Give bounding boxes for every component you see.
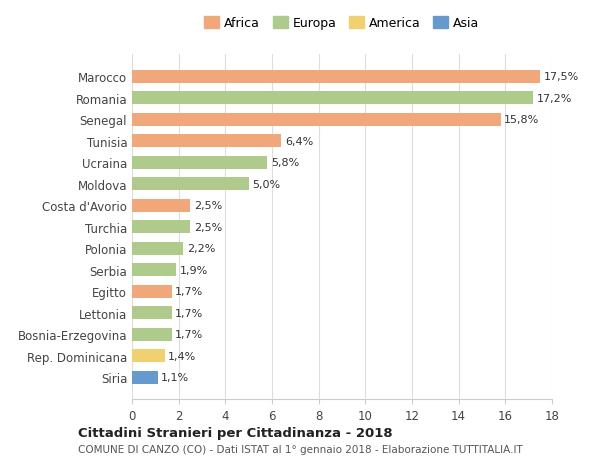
Legend: Africa, Europa, America, Asia: Africa, Europa, America, Asia [205, 17, 479, 30]
Bar [132, 328, 172, 341]
Text: 5,8%: 5,8% [271, 158, 299, 168]
Text: 6,4%: 6,4% [285, 136, 313, 146]
Text: 2,5%: 2,5% [194, 201, 222, 211]
Bar [132, 71, 541, 84]
Text: 2,2%: 2,2% [187, 244, 215, 254]
Text: 15,8%: 15,8% [504, 115, 539, 125]
Bar [132, 178, 248, 191]
Text: 1,7%: 1,7% [175, 308, 203, 318]
Bar [132, 349, 164, 362]
Text: 1,9%: 1,9% [180, 265, 208, 275]
Text: 5,0%: 5,0% [252, 179, 280, 189]
Text: Cittadini Stranieri per Cittadinanza - 2018: Cittadini Stranieri per Cittadinanza - 2… [78, 426, 392, 439]
Text: 1,7%: 1,7% [175, 330, 203, 339]
Bar [132, 285, 172, 298]
Bar [132, 221, 190, 234]
Text: COMUNE DI CANZO (CO) - Dati ISTAT al 1° gennaio 2018 - Elaborazione TUTTITALIA.I: COMUNE DI CANZO (CO) - Dati ISTAT al 1° … [78, 444, 523, 454]
Text: 1,7%: 1,7% [175, 286, 203, 297]
Text: 1,1%: 1,1% [161, 372, 189, 382]
Bar [132, 307, 172, 319]
Bar [132, 242, 184, 255]
Bar [132, 263, 176, 276]
Bar [132, 135, 281, 148]
Text: 17,5%: 17,5% [544, 72, 579, 82]
Bar [132, 157, 268, 169]
Bar [132, 199, 190, 212]
Bar [132, 113, 500, 127]
Bar [132, 92, 533, 105]
Text: 1,4%: 1,4% [168, 351, 196, 361]
Text: 2,5%: 2,5% [194, 222, 222, 232]
Text: 17,2%: 17,2% [537, 94, 572, 104]
Bar [132, 371, 158, 384]
